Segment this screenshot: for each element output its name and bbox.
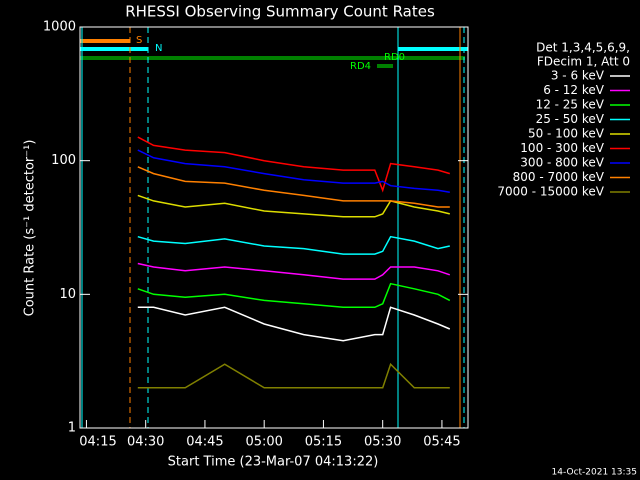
legend-label: 800 - 7000 keV (513, 170, 605, 184)
series-line (137, 306, 451, 342)
x-axis-label: Start Time (23-Mar-07 04:13:22) (168, 455, 379, 470)
annotation: RD0 (384, 52, 405, 63)
series-line (137, 262, 451, 280)
x-tick-label: 05:15 (305, 435, 342, 450)
series-line (137, 362, 450, 389)
y-tick-label: 10 (59, 287, 76, 302)
series-line (137, 136, 451, 193)
legend-label: 12 - 25 keV (536, 98, 605, 112)
y-tick-label: 1 (68, 421, 76, 436)
legend-label: 3 - 6 keV (551, 69, 605, 83)
annotation: RD4 (350, 61, 371, 72)
series-line (137, 235, 450, 255)
series-line (137, 194, 450, 218)
series-line (137, 166, 450, 208)
legend-label: 100 - 300 keV (520, 141, 604, 155)
y-axis-label: Count Rate (s⁻¹ detector⁻¹) (23, 140, 38, 317)
legend-header: FDecim 1, Att 0 (537, 55, 630, 69)
x-tick-label: 04:15 (79, 435, 116, 450)
annotation: S (136, 35, 142, 46)
plot-frame (79, 26, 469, 429)
y-tick-label: 100 (51, 153, 76, 168)
x-tick-label: 05:45 (423, 435, 460, 450)
x-tick-label: 05:00 (245, 435, 282, 450)
x-tick-label: 04:45 (186, 435, 223, 450)
series-line (137, 149, 450, 194)
footer: 14-Oct-2021 13:35 (552, 468, 637, 478)
chart-title: RHESSI Observing Summary Count Rates (125, 3, 435, 21)
legend-label: 25 - 50 keV (536, 112, 605, 126)
x-tick-label: 05:30 (364, 435, 401, 450)
legend-header: Det 1,3,4,5,6,9, (536, 41, 630, 55)
legend-label: 300 - 800 keV (520, 156, 604, 170)
x-tick-label: 04:30 (127, 435, 164, 450)
legend-label: 50 - 100 keV (528, 127, 605, 141)
legend-label: 6 - 12 keV (543, 83, 605, 97)
series-line (137, 282, 451, 309)
y-tick-label: 1000 (43, 20, 76, 35)
legend-label: 7000 - 15000 keV (497, 185, 604, 199)
annotation: N (155, 43, 162, 54)
